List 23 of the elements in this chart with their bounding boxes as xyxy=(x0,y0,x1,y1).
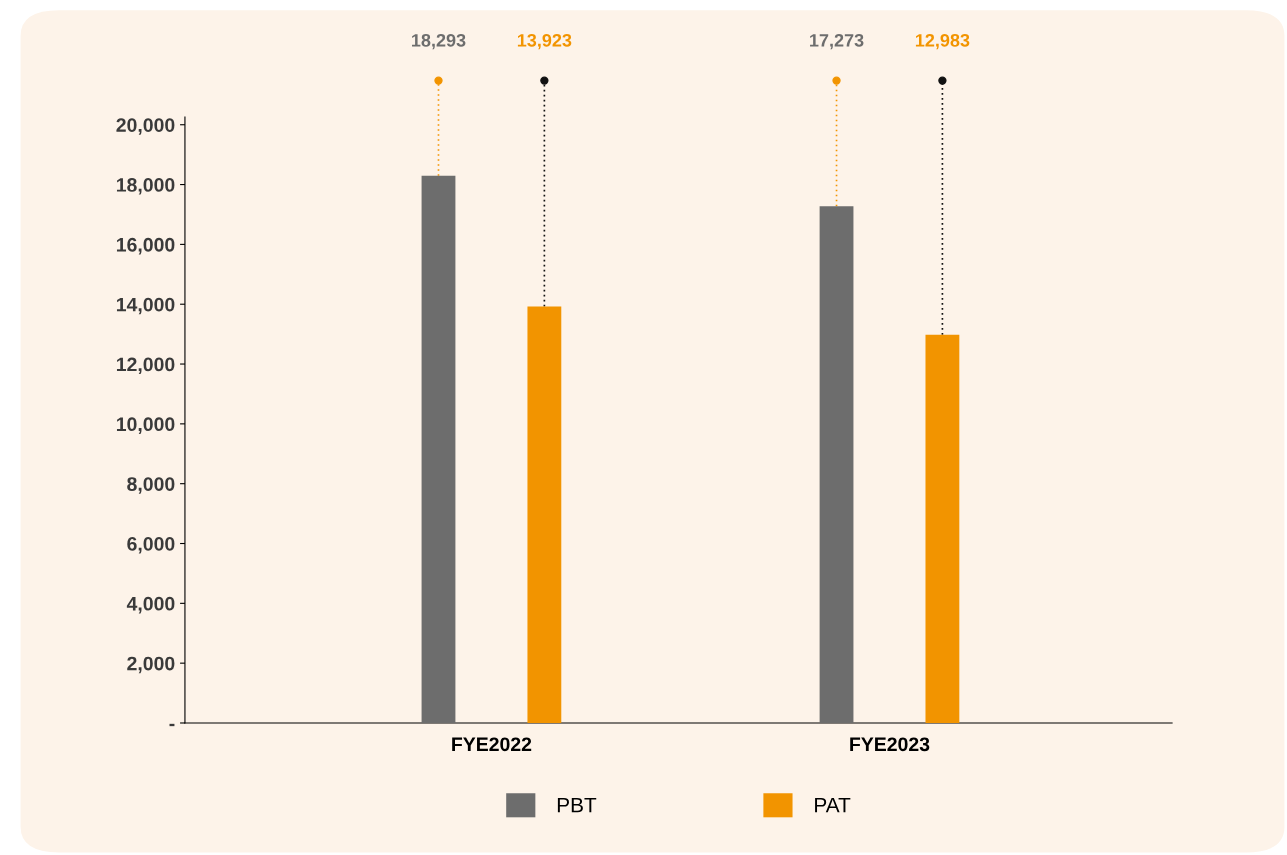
x-tick-label: FYE2023 xyxy=(850,737,930,752)
y-tick-label: 16,000 xyxy=(116,237,175,255)
bar xyxy=(527,306,562,723)
legend-label: PBT xyxy=(557,797,597,813)
y-tick-label: 4,000 xyxy=(126,596,175,614)
bar xyxy=(925,334,960,723)
y-tick-label: 2,000 xyxy=(127,656,175,674)
y-tick-label: 20,000 xyxy=(116,118,175,135)
y-tick-label: 6,000 xyxy=(127,536,175,554)
bar xyxy=(819,206,854,723)
legend-label: PAT xyxy=(815,797,851,813)
y-tick-label: 8,000 xyxy=(127,477,175,494)
bar xyxy=(421,175,456,723)
y-tick-label: - xyxy=(169,723,175,727)
text: 13,923 xyxy=(517,33,572,50)
text: 17,273 xyxy=(810,33,864,50)
text: 12,983 xyxy=(915,33,970,50)
y-tick-label: 10,000 xyxy=(116,417,175,434)
y-tick-label: 18,000 xyxy=(116,178,175,195)
y-tick-label: 14,000 xyxy=(116,297,175,315)
text: 18,293 xyxy=(412,33,466,50)
y-tick-label: 12,000 xyxy=(116,357,175,375)
x-tick-label: FYE2022 xyxy=(452,737,532,752)
